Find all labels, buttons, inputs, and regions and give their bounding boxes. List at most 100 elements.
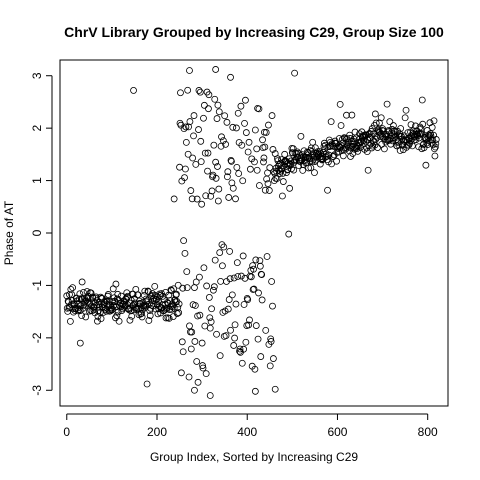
data-point (397, 125, 405, 132)
data-point (291, 69, 299, 77)
data-point (407, 121, 415, 128)
data-point (128, 312, 136, 320)
data-point (225, 296, 233, 303)
data-point (199, 364, 207, 372)
data-point (174, 281, 182, 289)
data-point (263, 253, 271, 260)
data-point (262, 326, 270, 334)
data-point (224, 168, 232, 176)
data-point (256, 182, 263, 189)
data-point (138, 309, 146, 317)
data-point (172, 290, 180, 298)
data-point (205, 294, 213, 301)
data-point (170, 304, 178, 312)
data-point (77, 302, 85, 310)
data-point (289, 149, 297, 157)
data-point (233, 259, 241, 267)
data-point (75, 306, 83, 313)
data-point (311, 158, 319, 165)
data-point (430, 117, 438, 125)
data-point (227, 326, 234, 334)
data-point (186, 118, 194, 125)
data-point (394, 139, 402, 147)
x-axis: 0 200 400 600 800 (63, 413, 438, 439)
data-point (234, 109, 242, 117)
data-point (214, 101, 222, 109)
data-point (427, 131, 435, 139)
data-point (188, 195, 196, 203)
data-point (380, 145, 388, 153)
data-point (419, 120, 427, 128)
data-point (67, 285, 75, 293)
data-point (177, 369, 185, 377)
data-point (126, 316, 134, 324)
data-point (281, 150, 289, 158)
data-point (87, 289, 95, 297)
data-point (372, 119, 380, 127)
data-point (307, 164, 315, 172)
data-point (267, 335, 275, 343)
data-point (193, 358, 201, 365)
data-point (308, 157, 316, 165)
data-point (165, 314, 173, 322)
data-point (428, 124, 436, 131)
data-point (205, 91, 213, 99)
data-point (182, 123, 190, 131)
data-point (345, 143, 353, 151)
data-point (418, 96, 426, 104)
data-point (200, 114, 207, 122)
data-point (83, 288, 91, 295)
data-point (174, 304, 182, 311)
data-point (185, 123, 192, 131)
data-point (191, 284, 198, 291)
data-point (186, 67, 193, 74)
data-point (251, 387, 259, 395)
data-point (78, 278, 86, 286)
data-point (211, 256, 219, 264)
data-point (267, 338, 275, 345)
data-point (424, 141, 432, 148)
data-point (232, 300, 240, 308)
data-point (350, 135, 358, 143)
data-point (130, 87, 137, 94)
data-points (63, 66, 440, 399)
data-point (212, 174, 220, 182)
data-point (247, 273, 255, 281)
data-point (175, 300, 183, 308)
data-point (233, 163, 241, 171)
data-point (229, 184, 237, 192)
data-point (201, 149, 209, 157)
data-point (238, 359, 246, 367)
data-point (236, 347, 243, 355)
data-point (228, 157, 235, 165)
data-point (363, 148, 371, 156)
data-point (255, 105, 263, 113)
data-point (431, 145, 438, 153)
data-point (325, 151, 333, 159)
x-tick-label: 0 (63, 425, 70, 439)
data-point (253, 166, 261, 174)
data-point (324, 186, 331, 194)
data-point (179, 284, 187, 292)
data-point (210, 283, 218, 291)
data-point (417, 125, 425, 133)
data-point (367, 128, 375, 135)
data-point (138, 313, 146, 321)
data-point (377, 114, 385, 122)
data-point (269, 302, 276, 310)
data-point (197, 158, 205, 166)
data-point (192, 160, 200, 168)
data-point (242, 129, 250, 136)
data-point (109, 305, 117, 313)
data-point (333, 157, 340, 165)
data-point (200, 264, 208, 272)
data-point (125, 306, 133, 314)
data-point (305, 164, 312, 172)
data-point (239, 177, 247, 185)
data-point (215, 185, 223, 193)
data-point (266, 362, 274, 370)
data-point (268, 278, 276, 285)
data-point (82, 313, 90, 321)
data-point (183, 268, 191, 276)
